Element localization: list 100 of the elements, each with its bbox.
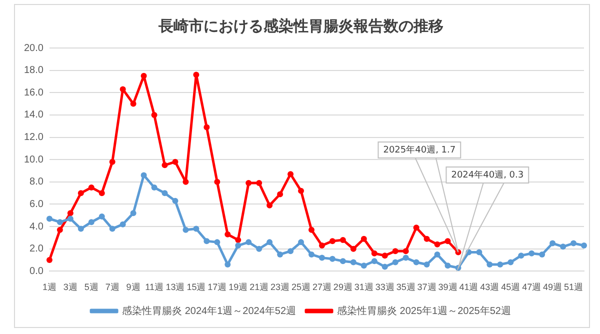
point	[172, 158, 178, 165]
point	[120, 221, 126, 228]
y-tick-label: 10.0	[24, 154, 44, 166]
point	[560, 244, 566, 250]
y-tick-label: 8.0	[30, 176, 44, 188]
point	[78, 226, 84, 232]
point	[140, 72, 147, 79]
x-tick-label: 51週	[564, 282, 584, 292]
y-tick-label: 12.0	[24, 132, 44, 144]
point	[570, 240, 577, 246]
x-tick-label: 19週	[228, 282, 248, 292]
point	[360, 262, 367, 269]
point	[182, 178, 189, 185]
point	[318, 254, 325, 261]
x-tick-label: 13週	[166, 282, 185, 292]
point	[413, 224, 420, 231]
point	[308, 251, 314, 258]
point	[444, 262, 451, 269]
legend-label: 感染性胃腸炎 2024年1週～2024年52週	[122, 304, 296, 317]
point	[67, 216, 74, 222]
point	[266, 239, 273, 246]
y-tick-label: 2.0	[30, 244, 44, 255]
point	[444, 238, 451, 244]
point	[539, 251, 546, 258]
point	[214, 239, 220, 246]
point	[277, 191, 284, 198]
point	[67, 210, 74, 216]
point	[382, 264, 388, 270]
point	[130, 100, 136, 107]
point	[434, 241, 440, 248]
x-tick-label: 45週	[501, 282, 520, 292]
point	[424, 236, 430, 242]
point	[204, 238, 210, 244]
point	[46, 216, 52, 222]
point	[308, 226, 314, 233]
point	[518, 252, 524, 259]
point	[204, 124, 210, 130]
point	[434, 251, 440, 258]
point	[151, 112, 158, 118]
x-tick-label: 3週	[63, 282, 78, 292]
point	[329, 238, 336, 244]
chart-title: 長崎市における感染性胃腸炎報告数の推移	[158, 17, 444, 36]
point	[424, 262, 430, 268]
point	[288, 248, 294, 254]
point	[56, 219, 63, 226]
x-tick-label: 1週	[42, 282, 56, 292]
point	[88, 219, 94, 226]
point	[350, 259, 356, 266]
point	[109, 226, 116, 232]
point	[298, 239, 304, 246]
point	[246, 239, 252, 246]
point	[98, 214, 105, 220]
point	[402, 254, 409, 261]
point	[56, 226, 63, 233]
point	[550, 240, 556, 246]
x-tick-label: 27週	[312, 282, 332, 292]
x-tick-label: 31週	[354, 282, 374, 292]
point	[256, 180, 262, 186]
point	[162, 162, 168, 168]
y-tick-label: 16.0	[24, 87, 44, 98]
x-tick-label: 21週	[250, 282, 269, 292]
point	[120, 86, 126, 92]
x-tick-label: 15週	[186, 282, 206, 292]
x-tick-label: 37週	[417, 282, 436, 292]
y-tick-label: 0.0	[30, 266, 44, 277]
y-tick-label: 14.0	[24, 110, 44, 121]
point	[360, 236, 367, 242]
x-tick-label: 17週	[208, 282, 227, 292]
point	[350, 246, 356, 252]
point	[193, 226, 200, 232]
point	[151, 184, 158, 190]
point	[329, 256, 336, 262]
point	[392, 259, 398, 266]
point	[508, 259, 514, 266]
x-tick-label: 33週	[375, 282, 394, 292]
point	[172, 198, 178, 204]
point	[371, 258, 378, 264]
point	[109, 158, 116, 165]
point	[497, 262, 504, 268]
point	[256, 246, 262, 252]
point	[476, 249, 482, 256]
point	[224, 231, 231, 238]
point	[140, 172, 147, 178]
x-tick-label: 9週	[126, 282, 140, 292]
x-tick-label: 35週	[396, 282, 416, 292]
point	[340, 236, 346, 243]
x-tick-label: 23週	[270, 282, 290, 292]
y-tick-label: 6.0	[30, 198, 44, 210]
legend-label: 感染性胃腸炎 2025年1週～2025年52週	[337, 304, 511, 317]
x-tick-label: 29週	[333, 282, 352, 292]
point	[162, 190, 168, 196]
point	[182, 226, 189, 233]
point	[392, 248, 398, 254]
point	[46, 257, 52, 264]
x-tick-label: 11週	[145, 282, 164, 292]
point	[486, 262, 493, 268]
point	[318, 242, 325, 249]
point	[382, 252, 388, 259]
point	[277, 251, 284, 258]
point	[528, 250, 535, 256]
